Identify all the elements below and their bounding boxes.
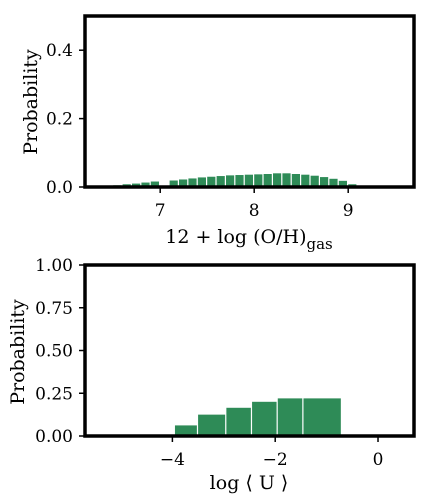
metallicity-bar [197,177,206,187]
ionization-bar [174,425,197,436]
top-x-axis-label-subscript: gas [307,235,333,253]
y-tick-label: 0.4 [46,41,73,61]
y-tick-label: 0.0 [46,178,73,198]
metallicity-bar [329,178,338,187]
metallicity-bar [254,174,263,187]
top-y-axis-label: Probability [20,49,42,155]
metallicity-bar [338,180,347,187]
x-tick-label: 8 [249,201,260,221]
metallicity-bar [226,175,235,187]
x-tick-label: 0 [373,450,384,470]
x-tick-label: 9 [343,201,354,221]
x-tick-label: 7 [155,201,166,221]
top-x-axis-label: 12 + log (O/H)gas [165,226,333,253]
metallicity-bar [235,175,244,187]
metallicity-bar [169,180,178,187]
top-ticks: 7 8 9 0.0 0.2 0.4 [46,41,354,221]
metallicity-histogram: 7 8 9 0.0 0.2 0.4 Probability 12 + log (O/H)g… [20,14,416,253]
bottom-ticks: −4 −2 0 0.00 0.25 0.50 0.75 1.00 [35,256,383,470]
metallicity-bar [188,178,197,187]
top-x-axis-label-main: 12 + log (O/H) [165,226,306,248]
y-tick-label: 0.50 [35,342,73,362]
ionization-bar [198,414,226,437]
metallicity-bar [216,176,225,187]
metallicity-bar [207,176,216,187]
ionization-bars [174,398,341,437]
metallicity-bar [263,174,272,187]
ionization-bar [303,398,341,436]
metallicity-bar [320,177,329,187]
x-tick-label: −4 [160,450,185,470]
ionization-bar [252,401,277,436]
metallicity-bar [141,182,150,187]
bottom-x-axis-label: log ⟨ U ⟩ [210,472,289,494]
metallicity-bar [244,174,253,187]
metallicity-bar [273,173,282,187]
metallicity-bar [282,173,291,187]
y-tick-label: 0.2 [46,110,73,130]
ionization-bar [277,398,303,436]
y-tick-label: 0.75 [35,299,73,319]
ionization-histogram: −4 −2 0 0.00 0.25 0.50 0.75 1.00 Probability lo… [7,256,416,494]
top-plot-frame [83,14,416,189]
y-tick-label: 1.00 [35,256,73,276]
metallicity-bar [150,181,159,187]
metallicity-bar [301,174,310,187]
y-tick-label: 0.25 [35,384,73,404]
metallicity-bars [113,173,357,187]
metallicity-bar [310,175,319,187]
metallicity-bar [179,179,188,187]
x-tick-label: −2 [263,450,288,470]
y-tick-label: 0.00 [35,427,73,447]
ionization-bar [226,407,251,436]
metallicity-bar [291,174,300,187]
bottom-y-axis-label: Probability [7,299,29,405]
